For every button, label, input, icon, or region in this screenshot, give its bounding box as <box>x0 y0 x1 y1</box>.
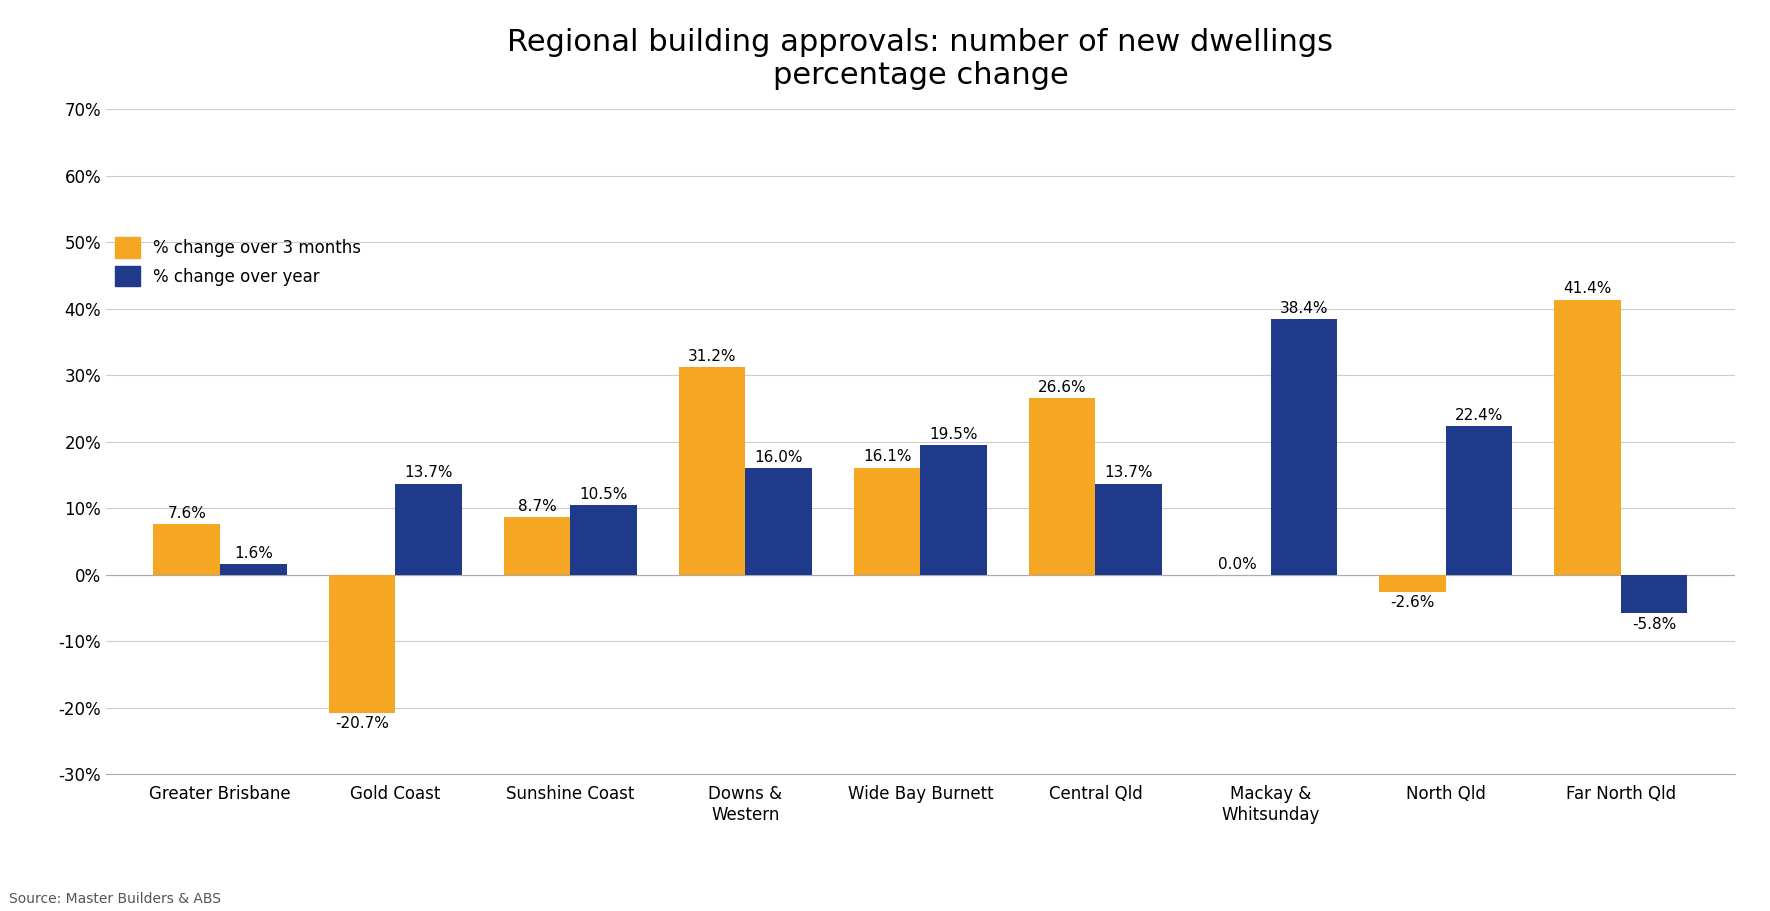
Text: 19.5%: 19.5% <box>929 427 977 442</box>
Text: 41.4%: 41.4% <box>1563 281 1612 296</box>
Text: -20.7%: -20.7% <box>335 716 389 731</box>
Bar <box>1379 575 1446 592</box>
Bar <box>745 468 812 575</box>
Text: 7.6%: 7.6% <box>168 506 205 521</box>
Text: 13.7%: 13.7% <box>404 466 453 480</box>
Text: 13.7%: 13.7% <box>1104 466 1152 480</box>
Bar <box>920 445 988 575</box>
Bar <box>853 467 920 575</box>
Bar <box>1028 398 1096 575</box>
Bar <box>154 525 219 575</box>
Bar <box>570 505 637 575</box>
Bar <box>1446 425 1512 575</box>
Bar <box>678 367 745 575</box>
Text: 26.6%: 26.6% <box>1037 380 1087 394</box>
Bar <box>1554 300 1621 575</box>
Text: 1.6%: 1.6% <box>234 546 273 561</box>
Bar <box>1096 484 1163 575</box>
Text: 38.4%: 38.4% <box>1280 302 1328 316</box>
Text: 10.5%: 10.5% <box>579 486 628 502</box>
Bar <box>1271 320 1336 575</box>
Bar <box>329 575 395 712</box>
Bar <box>504 517 570 575</box>
Text: 22.4%: 22.4% <box>1455 407 1503 423</box>
Text: 16.1%: 16.1% <box>864 449 912 465</box>
Text: -2.6%: -2.6% <box>1389 596 1435 610</box>
Text: -5.8%: -5.8% <box>1632 617 1676 631</box>
Text: 8.7%: 8.7% <box>517 498 556 514</box>
Text: 0.0%: 0.0% <box>1218 557 1257 571</box>
Text: Source: Master Builders & ABS: Source: Master Builders & ABS <box>9 893 221 906</box>
Bar <box>219 564 287 575</box>
Text: 31.2%: 31.2% <box>689 349 736 364</box>
Text: 16.0%: 16.0% <box>754 450 804 466</box>
Title: Regional building approvals: number of new dwellings
percentage change: Regional building approvals: number of n… <box>508 27 1333 90</box>
Bar <box>1621 575 1687 613</box>
Bar <box>395 484 462 575</box>
Legend: % change over 3 months, % change over year: % change over 3 months, % change over ye… <box>115 238 361 286</box>
